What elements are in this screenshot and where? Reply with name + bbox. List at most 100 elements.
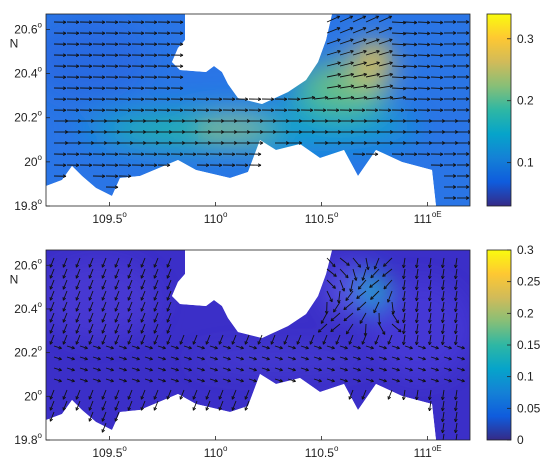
bottom-map-area bbox=[46, 250, 470, 440]
current-vector-head bbox=[402, 286, 406, 291]
current-vector-head bbox=[376, 61, 380, 66]
current-vector bbox=[391, 54, 407, 57]
current-vector bbox=[101, 290, 107, 301]
current-vector-head bbox=[311, 95, 316, 100]
current-vector-head bbox=[62, 31, 67, 36]
current-vector-head bbox=[58, 378, 62, 383]
current-vector bbox=[131, 378, 140, 382]
current-vector bbox=[166, 389, 172, 400]
current-vector bbox=[339, 356, 348, 360]
current-vector bbox=[114, 389, 120, 400]
current-vector bbox=[287, 378, 296, 382]
current-vector-head bbox=[357, 285, 362, 290]
current-vector bbox=[417, 65, 431, 68]
current-vector bbox=[339, 96, 354, 100]
current-vector-head bbox=[140, 396, 145, 400]
current-vector-head bbox=[175, 356, 179, 361]
current-vector bbox=[428, 290, 432, 301]
current-vector-head bbox=[439, 20, 444, 25]
current-vector bbox=[343, 301, 354, 311]
current-vector-head bbox=[322, 108, 327, 113]
current-vector-head bbox=[441, 429, 445, 434]
current-vector-head bbox=[114, 264, 119, 268]
current-vector bbox=[300, 356, 309, 360]
current-vector-head bbox=[454, 286, 458, 291]
current-vector bbox=[326, 378, 335, 382]
current-vector bbox=[313, 378, 322, 382]
current-vector-head bbox=[75, 20, 80, 25]
current-vector-head bbox=[114, 174, 119, 179]
current-vector bbox=[157, 356, 166, 360]
current-vector-head bbox=[75, 341, 80, 345]
current-vector-head bbox=[415, 297, 419, 302]
current-vector bbox=[248, 356, 257, 360]
current-vector-head bbox=[244, 152, 249, 157]
current-vector-head bbox=[461, 378, 465, 383]
current-vector bbox=[365, 85, 380, 89]
current-vector-head bbox=[166, 53, 171, 58]
current-vector bbox=[430, 378, 439, 382]
current-vector-head bbox=[391, 310, 396, 315]
current-vector-head bbox=[465, 31, 470, 35]
current-vector-head bbox=[454, 297, 458, 302]
current-vector-head bbox=[127, 64, 132, 69]
current-vector-head bbox=[428, 396, 432, 401]
current-vector-head bbox=[465, 163, 470, 167]
current-vector bbox=[430, 21, 444, 24]
current-vector-head bbox=[71, 378, 75, 383]
current-vector-head bbox=[205, 341, 210, 345]
current-vector-head bbox=[188, 378, 192, 383]
current-vector bbox=[326, 85, 341, 89]
current-vector bbox=[235, 356, 244, 360]
current-vector bbox=[378, 85, 393, 89]
current-vector-head bbox=[353, 277, 358, 281]
current-vector-head bbox=[127, 264, 132, 268]
current-vector bbox=[118, 367, 127, 371]
current-vector-head bbox=[383, 367, 387, 372]
current-vector bbox=[454, 411, 458, 422]
current-vector-head bbox=[467, 119, 470, 123]
current-vector bbox=[127, 279, 133, 290]
current-vector-head bbox=[140, 275, 145, 279]
current-vector bbox=[118, 356, 127, 360]
current-vector bbox=[274, 356, 283, 360]
current-vector-head bbox=[101, 341, 106, 345]
current-vector bbox=[88, 290, 94, 301]
current-vector-head bbox=[71, 345, 75, 350]
current-vector-head bbox=[123, 345, 127, 350]
current-vector-head bbox=[448, 356, 452, 361]
current-vector-head bbox=[136, 345, 140, 350]
current-vector bbox=[430, 76, 444, 79]
current-vector-head bbox=[383, 285, 388, 290]
current-vector-head bbox=[415, 330, 419, 335]
current-vector bbox=[209, 367, 218, 371]
current-vector bbox=[441, 422, 445, 433]
current-vector-head bbox=[337, 49, 341, 54]
current-vector-head bbox=[363, 61, 367, 66]
current-vector-head bbox=[409, 378, 413, 383]
current-vector-head bbox=[415, 275, 419, 280]
current-vector bbox=[127, 334, 133, 345]
current-vector-head bbox=[337, 95, 342, 100]
current-vector bbox=[114, 312, 120, 323]
current-vector-head bbox=[387, 396, 392, 400]
current-vector bbox=[114, 400, 120, 411]
current-vector-head bbox=[101, 152, 106, 157]
y-tick-label: 20.2o bbox=[14, 344, 42, 360]
current-vector bbox=[274, 367, 283, 371]
current-vector-head bbox=[231, 97, 236, 102]
current-vector bbox=[79, 367, 88, 371]
current-vector-head bbox=[75, 396, 80, 400]
colorbar-tick-label: 0.1 bbox=[517, 370, 534, 384]
current-vector bbox=[101, 301, 107, 312]
current-vector-head bbox=[426, 20, 431, 25]
current-vector-head bbox=[205, 152, 210, 157]
current-vector-head bbox=[454, 407, 458, 412]
current-vector bbox=[157, 345, 166, 349]
current-vector bbox=[244, 334, 250, 345]
current-vector-head bbox=[283, 97, 288, 102]
current-vector-head bbox=[75, 86, 80, 91]
current-vector-head bbox=[344, 274, 349, 279]
current-vector-head bbox=[231, 163, 236, 168]
